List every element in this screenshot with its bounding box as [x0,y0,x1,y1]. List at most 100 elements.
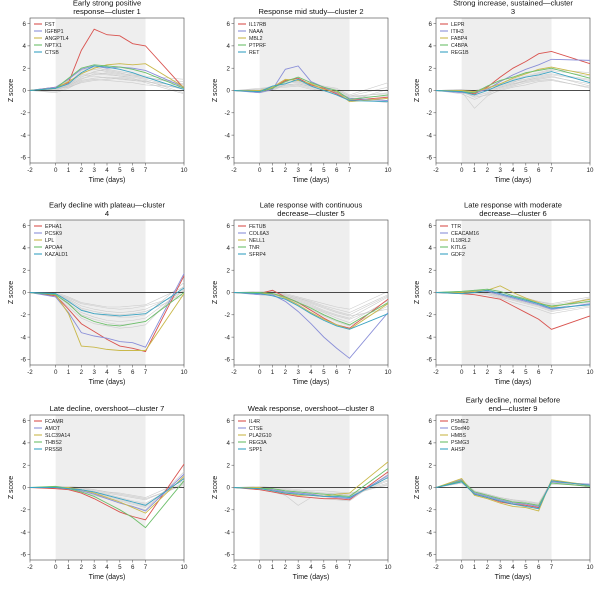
panel-title: Weak response, overshoot—cluster 8 [248,404,374,413]
legend-label: PCSK9 [45,231,62,237]
series-line-ttr [435,292,591,330]
x-tick-label: 1 [271,369,275,376]
x-tick-label: 5 [524,564,528,571]
legend-label: KAZALD1 [45,252,68,258]
x-tick-label: 4 [105,564,109,571]
x-axis-label: Time (days) [89,379,126,386]
legend-label: IL18RL2 [451,238,471,244]
background-line [29,292,185,316]
x-tick-label: 6 [131,564,135,571]
y-tick-label: 2 [429,267,433,274]
x-tick-label: 6 [131,369,135,376]
x-tick-label: 5 [524,167,528,174]
panel-title: Late decline, overshoot—cluster 7 [50,404,165,413]
series-line-tnr [234,292,389,326]
panel-title: Early strong positive response—cluster 1 [73,0,141,16]
legend-label: C9orf40 [451,426,470,432]
y-tick-label: 6 [227,418,231,425]
y-tick-label: 0 [23,290,27,297]
y-tick-label: 6 [429,418,433,425]
legend-label: IL17RB [249,22,267,28]
y-tick-label: 4 [23,43,27,50]
panel-title: Response mid study—cluster 2 [258,7,363,16]
y-tick-label: -2 [20,312,26,319]
x-tick-label: 4 [105,167,109,174]
y-tick-label: 0 [227,88,231,95]
x-tick-label: 10 [385,167,392,174]
y-tick-label: 0 [227,290,231,297]
panel-cluster-7: -6 -4 -2 0 2 4 6 -2 0 1 2 3 4 5 6 7 10 Time (days) Z score… [8,404,188,581]
legend-label: C4BPA [451,43,468,49]
x-tick-label: 1 [271,564,275,571]
panel-title-line: Late response with continuous [260,201,363,210]
x-tick-label: 0 [258,564,262,571]
series-line-nell1 [233,292,389,330]
y-tick-label: 0 [429,290,433,297]
x-tick-label: -2 [433,369,439,376]
y-tick-label: -6 [20,552,26,559]
x-tick-label: 2 [80,369,84,376]
y-tick-label: -4 [224,529,230,536]
y-tick-label: -4 [20,132,26,139]
x-tick-label: 2 [284,564,288,571]
y-tick-label: 6 [23,418,27,425]
legend-label: APOA4 [45,245,62,251]
x-tick-label: 10 [587,564,594,571]
y-tick-label: 0 [23,88,27,95]
series-line-prss8 [30,478,185,506]
series-line-ptprf [233,76,389,100]
x-tick-label: 7 [144,369,148,376]
x-tick-label: 0 [258,167,262,174]
legend-label: TTR [451,224,461,230]
x-tick-label: 7 [348,369,352,376]
series-line-c4bpa [435,67,591,94]
y-tick-label: 2 [227,65,231,72]
panel-title-line: response—cluster 1 [73,7,141,16]
legend-label: LEPR [451,22,465,28]
y-axis-label: Z score [414,79,421,102]
series-line-thbs2 [29,480,185,529]
series-line-fetub [233,289,389,329]
x-tick-label: 1 [473,564,477,571]
y-tick-label: -6 [20,155,26,162]
x-tick-label: 7 [348,564,352,571]
x-tick-label: -2 [433,167,439,174]
legend-label: HMBS [451,433,467,439]
legend-label: PSMG3 [451,440,469,446]
y-tick-label: -6 [426,552,432,559]
x-tick-label: 1 [473,167,477,174]
legend-label: REG3A [249,440,267,446]
y-tick-label: 0 [429,88,433,95]
panel-cluster-3: -6 -4 -2 0 2 4 6 -2 0 1 2 3 4 5 6 7 10 Time (days) Z score… [414,0,594,184]
legend-label: FCAMR [45,419,64,425]
panel-title: Strong increase, sustained—cluster 3 [453,0,573,16]
panel-title-line: end—cluster 9 [489,404,538,413]
y-tick-label: 6 [429,21,433,28]
x-tick-label: 1 [271,167,275,174]
legend-label: PRSS8 [45,447,62,453]
series-line-apoa4 [29,292,185,327]
y-tick-label: -2 [224,312,230,319]
y-tick-label: 4 [23,440,27,447]
legend-label: SFRP4 [249,252,266,258]
y-tick-label: 2 [227,462,231,469]
series-line-ret [233,78,389,103]
legend-label: ANGPTL4 [45,36,69,42]
background-line [29,72,185,91]
legend-label: MBL2 [249,36,263,42]
series-line-gdf2 [435,289,591,309]
x-tick-label: 2 [486,564,490,571]
legend-label: THBS2 [45,440,62,446]
background-line [233,291,389,316]
x-tick-label: -2 [231,167,237,174]
legend-label: PTPRF [249,43,266,49]
legend-label: NPTX1 [45,43,62,49]
x-tick-label: 7 [550,369,554,376]
x-tick-label: 10 [181,369,188,376]
y-axis-label: Z score [414,476,421,499]
y-tick-label: 4 [429,245,433,252]
y-axis-label: Z score [8,79,15,102]
y-tick-label: 2 [429,65,433,72]
legend-label: NAAA [249,29,264,35]
